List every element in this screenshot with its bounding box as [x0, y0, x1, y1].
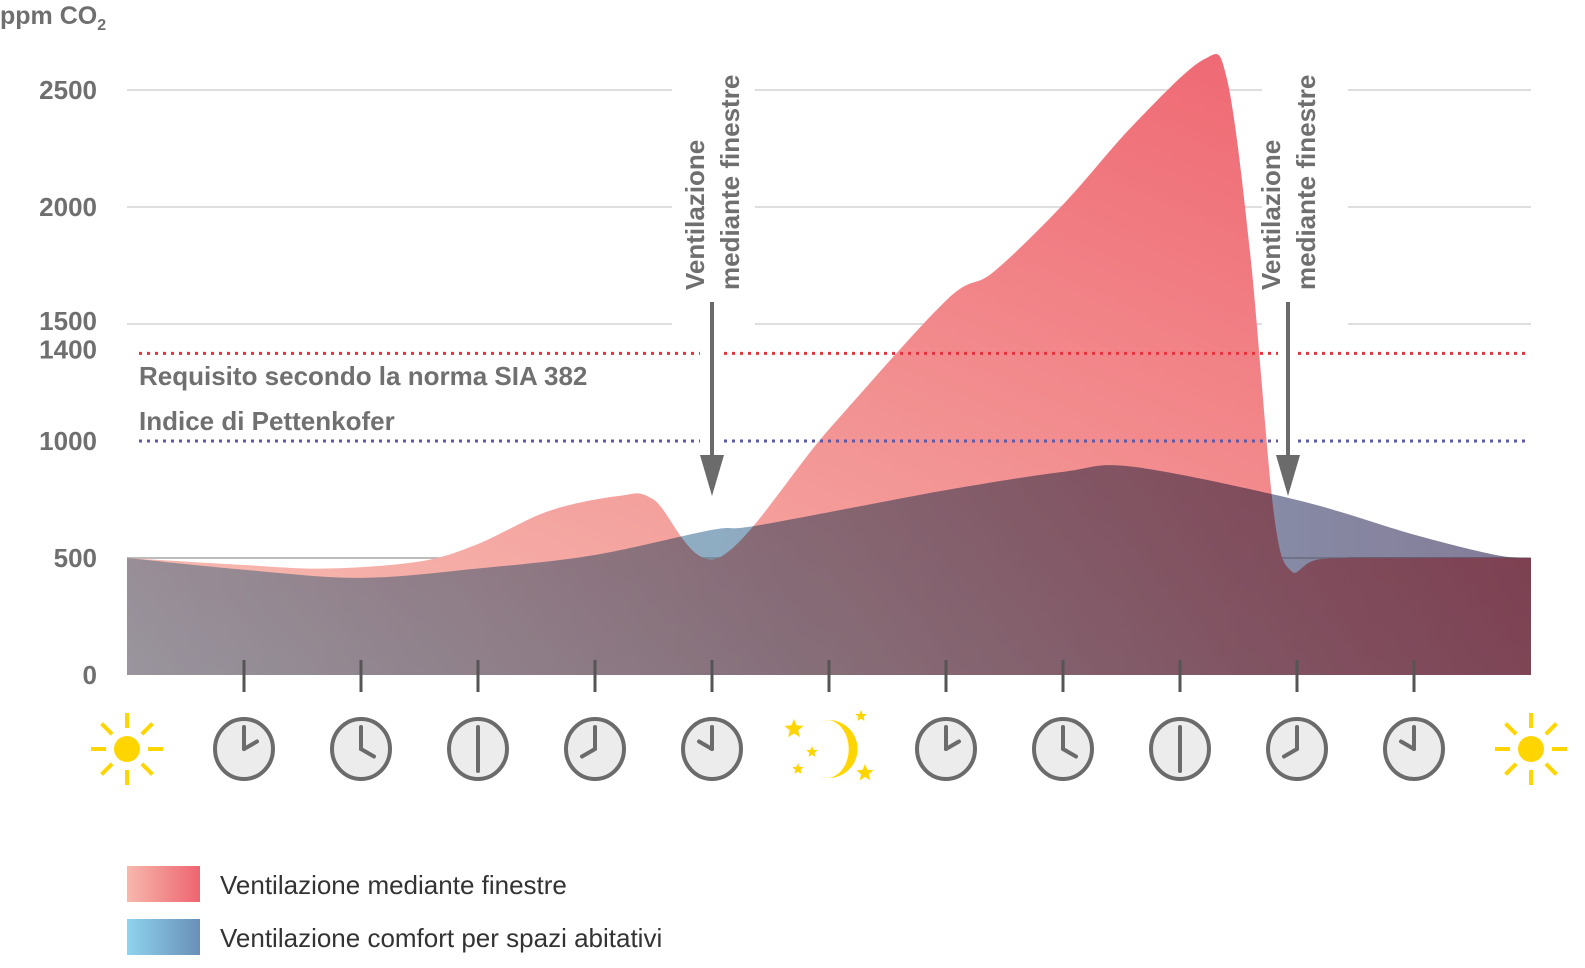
annotation-label: Ventilazione mediante finestre — [1256, 75, 1321, 290]
sun-icon — [91, 713, 163, 785]
star-icon — [856, 764, 874, 781]
clock-icon — [915, 717, 977, 781]
star-icon — [784, 719, 804, 738]
legend: Ventilazione mediante finestre Ventilazi… — [127, 866, 662, 955]
series-area-comfort-ventilation — [127, 465, 1531, 675]
clock-hour-hand — [359, 747, 376, 759]
clock-hour-hand — [944, 739, 961, 751]
window-ventilation-annotation: Ventilazione mediante finestre — [680, 75, 745, 496]
annotation-line-1: Ventilazione — [680, 140, 710, 290]
clock-hour-hand — [1061, 747, 1078, 759]
clock-icon — [330, 717, 392, 781]
clock-icon — [1149, 717, 1211, 781]
legend-label-comfort: Ventilazione comfort per spazi abitativi — [220, 923, 662, 953]
sun-ray — [1544, 722, 1558, 736]
clock-icon — [681, 717, 743, 781]
legend-label-window: Ventilazione mediante finestre — [220, 870, 567, 900]
clock-hour-hand — [580, 747, 597, 759]
y-tick-label: 1400 — [39, 334, 97, 364]
sun-ray — [1504, 722, 1518, 736]
reference-line-label: Requisito secondo la norma SIA 382 — [139, 361, 587, 391]
clock-icon — [564, 717, 626, 781]
star-icon — [806, 746, 818, 757]
sun-ray — [140, 722, 154, 736]
sun-ray — [100, 762, 114, 776]
sun-ray — [100, 722, 114, 736]
clock-icon — [1383, 717, 1445, 781]
window-ventilation-annotation: Ventilazione mediante finestre — [1256, 75, 1321, 496]
clock-hour-hand — [242, 739, 259, 751]
sun-ray — [140, 762, 154, 776]
legend-swatch-comfort — [127, 919, 200, 955]
legend-swatch-window — [127, 866, 200, 902]
legend-item-window: Ventilazione mediante finestre — [127, 866, 567, 902]
y-tick-label: 2500 — [39, 75, 97, 105]
clock-icon — [1032, 717, 1094, 781]
clock-icon — [213, 717, 275, 781]
annotation-line-2: mediante finestre — [1291, 75, 1321, 290]
clock-hour-hand — [697, 739, 714, 751]
sun-core — [1518, 736, 1544, 762]
y-axis-label: ppm CO2 — [0, 2, 106, 34]
legend-item-comfort: Ventilazione comfort per spazi abitativi — [127, 919, 662, 955]
y-tick-label: 500 — [54, 543, 97, 573]
y-tick-label: 1500 — [39, 306, 97, 336]
star-icon — [792, 763, 804, 774]
clock-hour-hand — [1399, 739, 1416, 751]
star-icon — [855, 710, 867, 721]
reference-line-label: Indice di Pettenkofer — [139, 406, 395, 436]
y-tick-label: 2000 — [39, 192, 97, 222]
annotation-line-1: Ventilazione — [1256, 140, 1286, 290]
annotation-line-2: mediante finestre — [715, 75, 745, 290]
moon-icon — [784, 710, 874, 781]
annotation-label: Ventilazione mediante finestre — [680, 75, 745, 290]
clock-hour-hand — [1282, 747, 1299, 759]
sun-ray — [1544, 762, 1558, 776]
sun-ray — [1504, 762, 1518, 776]
moon-crescent — [821, 720, 858, 778]
clock-icon — [1266, 717, 1328, 781]
y-tick-label: 1000 — [39, 426, 97, 456]
arrow-down-icon — [1276, 455, 1300, 496]
y-tick-label: 0 — [83, 660, 97, 690]
clock-icon — [447, 717, 509, 781]
sun-icon — [1495, 713, 1567, 785]
sun-core — [114, 736, 140, 762]
arrow-down-icon — [700, 455, 724, 496]
